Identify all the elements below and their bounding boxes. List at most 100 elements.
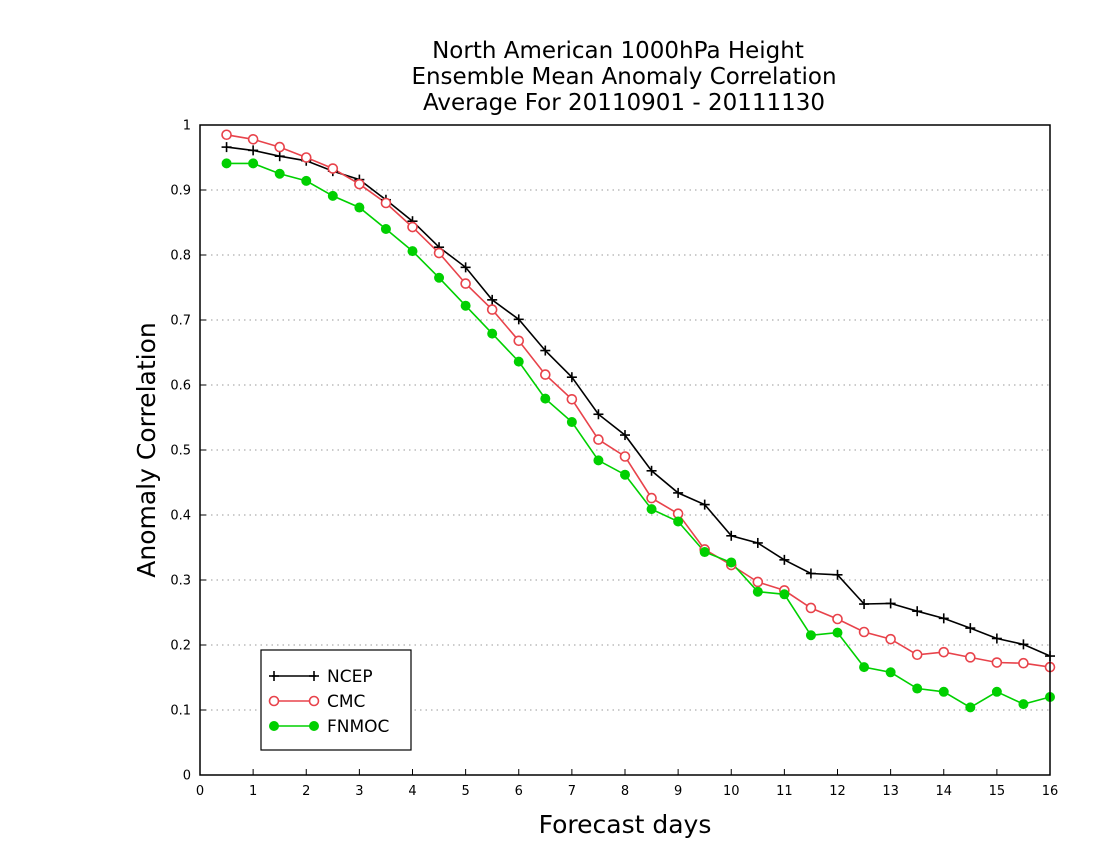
point-cmc-28 [965,652,976,663]
y-tick-label-9: 0.9 [170,184,191,199]
point-ncep-26 [912,606,923,617]
point-ncep-9 [460,262,471,273]
point-ncep-22 [805,568,816,579]
legend-marker-right-ncep [309,671,319,681]
series-markers [221,129,1056,713]
point-fnmoc-17 [673,516,684,527]
y-axis-title: Anomaly Correlation [132,322,161,577]
point-fnmoc-6 [380,224,391,234]
x-tick-label-11: 11 [776,784,793,799]
x-tick-label-14: 14 [935,784,952,799]
x-tick-label-15: 15 [989,784,1006,799]
x-tick-label-9: 9 [674,784,682,799]
x-tick-label-16: 16 [1042,784,1059,799]
point-ncep-12 [540,345,551,356]
point-cmc-16 [646,492,657,504]
point-cmc-6 [380,197,392,209]
point-ncep-28 [965,623,976,634]
x-tick-label-5: 5 [461,784,469,799]
chart-title-line-1: North American 1000hPa Height [432,38,804,64]
point-cmc-30 [1018,657,1029,669]
point-cmc-22 [805,602,817,614]
point-ncep-1 [248,145,259,156]
y-tick-label-7: 0.7 [170,314,191,329]
point-cmc-11 [513,335,525,347]
point-fnmoc-29 [991,686,1002,697]
point-fnmoc-18 [699,547,710,558]
point-fnmoc-4 [327,190,338,201]
x-tick-label-1: 1 [249,784,257,799]
y-tick-label-8: 0.8 [170,249,191,264]
point-ncep-2 [274,151,285,162]
y-tick-label-10: 1 [183,119,191,134]
point-cmc-12 [540,369,551,380]
point-fnmoc-26 [912,683,923,694]
point-ncep-10 [487,294,498,305]
legend-marker-left-fnmoc [269,721,279,731]
point-ncep-20 [752,537,763,548]
point-cmc-26 [911,649,923,661]
y-axis-ticks: 0 0.1 0.2 0.3 0.4 0.5 0.6 0.7 0.8 0.9 1 [170,119,206,784]
chart-title-line-2: Ensemble Mean Anomaly Correlation [411,64,836,90]
point-fnmoc-25 [885,667,896,678]
point-ncep-29 [991,633,1002,644]
point-ncep-23 [832,569,843,580]
x-tick-label-7: 7 [568,784,576,799]
x-tick-label-3: 3 [355,784,363,799]
legend-marker-left-cmc [268,695,280,707]
point-fnmoc-14 [593,455,604,466]
point-fnmoc-11 [513,356,524,367]
point-ncep-25 [885,598,896,609]
series-lines [226,134,1051,709]
point-fnmoc-0 [221,158,232,169]
x-tick-label-12: 12 [829,784,846,799]
point-fnmoc-22 [805,630,816,641]
point-fnmoc-3 [301,175,312,186]
legend-marker-right-fnmoc [309,721,319,731]
y-tick-label-3: 0.3 [170,574,191,589]
point-fnmoc-21 [779,589,790,600]
x-tick-label-2: 2 [302,784,310,799]
point-ncep-15 [620,430,630,441]
point-fnmoc-7 [407,246,418,257]
point-ncep-24 [859,599,870,610]
point-cmc-10 [486,304,498,315]
x-tick-label-0: 0 [196,784,204,799]
point-cmc-13 [566,393,578,405]
point-fnmoc-19 [726,557,737,568]
point-ncep-16 [646,465,657,476]
point-cmc-9 [460,278,471,289]
point-cmc-20 [752,576,764,588]
point-ncep-0 [221,142,232,153]
x-tick-label-8: 8 [621,784,629,799]
point-cmc-2 [274,141,285,153]
point-ncep-21 [779,554,790,565]
point-fnmoc-30 [1018,699,1029,710]
point-fnmoc-12 [540,393,551,404]
point-cmc-1 [247,134,259,145]
point-fnmoc-1 [248,158,259,169]
point-ncep-19 [726,530,737,541]
point-fnmoc-5 [354,202,365,213]
point-cmc-4 [327,163,339,174]
point-fnmoc-20 [752,586,763,597]
point-cmc-8 [433,247,445,259]
legend: NCEP CMC FNMOC [260,649,412,751]
point-fnmoc-8 [434,272,445,283]
x-axis-ticks: 0 1 2 3 4 5 6 7 8 9 10 11 12 13 14 15 16 [196,769,1058,799]
x-tick-label-6: 6 [515,784,523,799]
point-ncep-18 [699,499,710,510]
chart-title: North American 1000hPa Height Ensemble M… [411,38,836,116]
y-tick-label-1: 0.1 [170,704,191,719]
y-tick-label-6: 0.6 [170,379,191,394]
y-tick-label-5: 0.5 [170,444,191,459]
series-line-fnmoc [226,162,1051,709]
point-cmc-25 [885,633,896,645]
gridlines [200,189,1050,711]
x-tick-label-4: 4 [408,784,416,799]
point-ncep-13 [566,372,577,383]
point-cmc-7 [407,221,418,233]
point-cmc-0 [221,129,232,141]
point-fnmoc-24 [859,662,870,673]
